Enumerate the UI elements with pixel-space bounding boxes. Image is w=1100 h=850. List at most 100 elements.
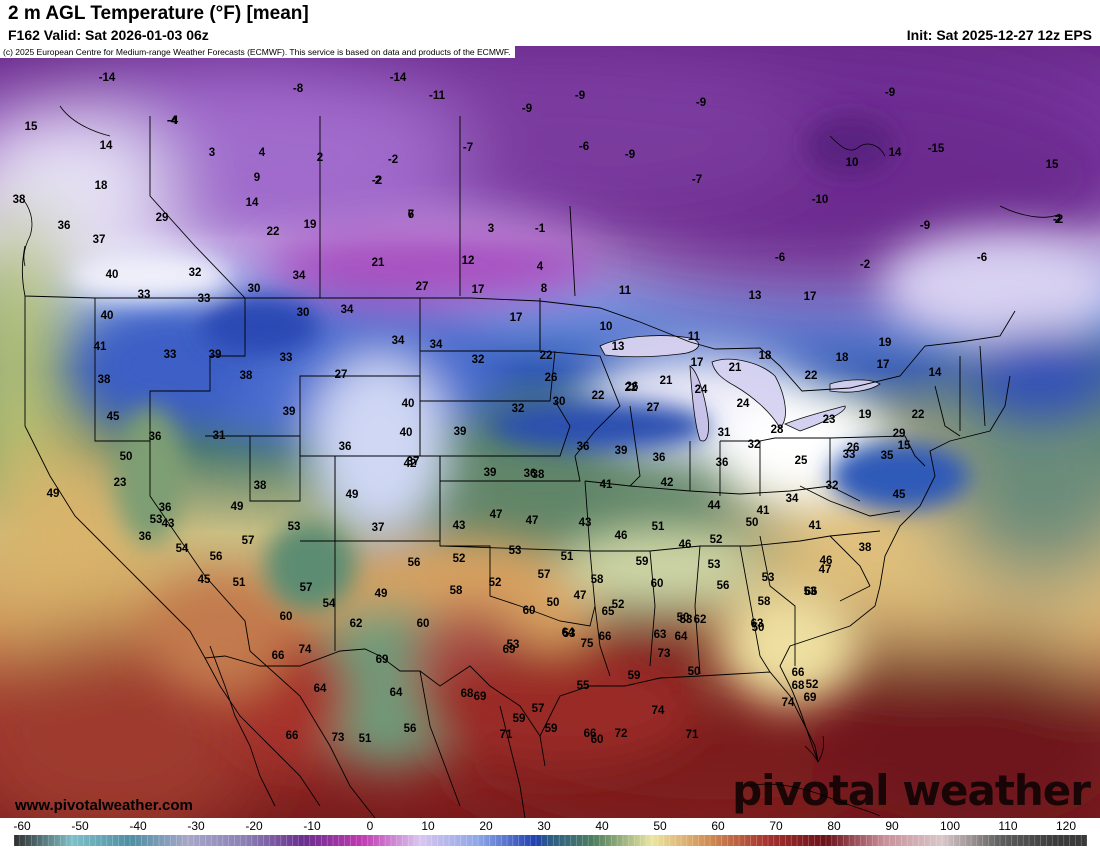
temperature-label: 53 (762, 572, 775, 584)
temperature-label: 37 (372, 522, 385, 534)
temperature-label: 60 (280, 611, 293, 623)
temperature-label: 19 (304, 219, 317, 231)
temperature-label: 47 (490, 509, 503, 521)
temperature-label: 63 (751, 618, 764, 630)
temperature-label: 22 (540, 350, 553, 362)
colorbar-tick-label: 20 (479, 819, 493, 833)
temperature-label: 33 (164, 349, 177, 361)
temperature-label: 56 (404, 723, 417, 735)
temperature-label: 36 (149, 431, 162, 443)
colorbar-tick-label: -60 (13, 819, 31, 833)
temperature-label: 56 (210, 551, 223, 563)
temperature-label: 64 (562, 627, 575, 639)
temperature-label: 53 (150, 514, 163, 526)
temperature-label: 3 (209, 147, 215, 159)
temperature-label: 22 (267, 226, 280, 238)
temperature-label: 45 (198, 574, 211, 586)
temperature-label: 50 (688, 666, 701, 678)
temperature-label: 27 (416, 281, 429, 293)
temperature-label: 58 (758, 596, 771, 608)
temperature-label: 54 (176, 543, 189, 555)
temperature-map[interactable]: -14 -8 -14 -11 -9 -9 -9 -4 -7 -6 -9 -7 -10 -1 -2 -9 -6 -2… (0, 46, 1100, 818)
temperature-label: 21 (660, 375, 673, 387)
temperature-label: -4 (168, 115, 179, 127)
colorbar-scale (14, 835, 1087, 846)
temperature-label: 17 (472, 284, 485, 296)
temperature-label: 52 (710, 534, 723, 546)
temperature-label: 46 (820, 555, 833, 567)
temperature-label: 62 (694, 614, 707, 626)
temperature-label: 18 (95, 180, 108, 192)
temperature-label: 32 (512, 403, 525, 415)
temperature-label: 29 (156, 212, 169, 224)
temperature-label: 41 (757, 505, 770, 517)
temperature-label: 60 (417, 618, 430, 630)
temperature-label: 38 (240, 370, 253, 382)
temperature-label: 49 (47, 488, 60, 500)
init-time: Init: Sat 2025-12-27 12z EPS (906, 27, 1092, 43)
temperature-label: 66 (792, 667, 805, 679)
temperature-label: 34 (430, 339, 443, 351)
temperature-label: 36 (139, 531, 152, 543)
temperature-label: 31 (213, 430, 226, 442)
temperature-label: 57 (300, 582, 313, 594)
temperature-label: 34 (392, 335, 405, 347)
temperature-label: 19 (859, 409, 872, 421)
colorbar-tick-label: -40 (129, 819, 147, 833)
temperature-label: 27 (335, 369, 348, 381)
temperature-label: 68 (792, 680, 805, 692)
temperature-label: 64 (314, 683, 327, 695)
temperature-label: 49 (231, 501, 244, 513)
colorbar-tick-label: 50 (653, 819, 667, 833)
temperature-label: 38 (859, 542, 872, 554)
temperature-label: 64 (390, 687, 403, 699)
temperature-label: -14 (99, 72, 116, 84)
temperature-label: 55 (577, 680, 590, 692)
temperature-label: 17 (877, 359, 890, 371)
temperature-label: 56 (717, 580, 730, 592)
temperature-label: 33 (138, 289, 151, 301)
temperature-label: 40 (402, 398, 415, 410)
temperature-label: 51 (652, 521, 665, 533)
temperature-label: 68 (461, 688, 474, 700)
temperature-label: -2 (388, 154, 398, 166)
temperature-label: -9 (522, 103, 532, 115)
temperature-label: 11 (619, 285, 632, 297)
temperature-label: 3 (488, 223, 494, 235)
temperature-label: 32 (826, 480, 839, 492)
temperature-label: 18 (836, 352, 849, 364)
temperature-label: 19 (879, 337, 892, 349)
temperature-label: 36 (58, 220, 71, 232)
site-url[interactable]: www.pivotalweather.com (15, 797, 193, 814)
colorbar-tick-label: 40 (595, 819, 609, 833)
temperature-label: 21 (729, 362, 742, 374)
temperature-label: 36 (159, 502, 172, 514)
temperature-label: 36 (577, 441, 590, 453)
temperature-label: -9 (885, 87, 895, 99)
temperature-label: 69 (376, 654, 389, 666)
temperature-label: -2 (860, 259, 870, 271)
temperature-label: 43 (453, 520, 466, 532)
valid-time: F162 Valid: Sat 2026-01-03 06z (8, 27, 209, 43)
temperature-field: -14 -8 -14 -11 -9 -9 -9 -4 -7 -6 -9 -7 -10 -1 -2 -9 -6 -2… (0, 46, 1100, 818)
temperature-label: 66 (286, 730, 299, 742)
temperature-label: 53 (507, 639, 520, 651)
temperature-label: -6 (775, 252, 785, 264)
temperature-label: 51 (561, 551, 574, 563)
temperature-label: 56 (408, 557, 421, 569)
temperature-label: 69 (503, 644, 516, 656)
temperature-label: 38 (13, 194, 26, 206)
temperature-label: 52 (489, 577, 502, 589)
temperature-label: -8 (293, 83, 304, 95)
temperature-label: 6 (408, 209, 414, 221)
map-title: 2 m AGL Temperature (°F) [mean] (8, 3, 309, 24)
temperature-label: 11 (688, 331, 701, 343)
temperature-label: 73 (332, 732, 345, 744)
temperature-label: 71 (500, 729, 513, 741)
colorbar-tick-label: 30 (537, 819, 551, 833)
temperature-label: 50 (547, 597, 560, 609)
temperature-label: 22 (625, 382, 638, 394)
temperature-label: 69 (804, 692, 817, 704)
temperature-label: 60 (591, 734, 604, 746)
temperature-label: 17 (691, 357, 704, 369)
